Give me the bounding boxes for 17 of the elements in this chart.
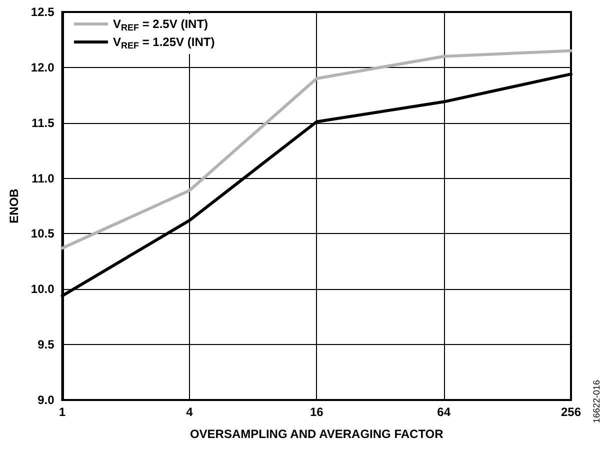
- x-tick-label: 1: [58, 405, 66, 419]
- y-tick-label: 11.5: [32, 116, 55, 130]
- text: 16622-016: [592, 380, 602, 423]
- x-tick-label: 4: [186, 405, 194, 419]
- line-series: [60, 49, 572, 250]
- y-tick-label: 12.0: [30, 60, 55, 74]
- x-axis-title: OVERSAMPLING AND AVERAGING FACTOR: [190, 427, 444, 441]
- y-tick-label: 9.5: [38, 338, 55, 352]
- x-tick-label: 16: [310, 405, 324, 419]
- y-tick-label: 11.0: [32, 171, 55, 186]
- y-tick-label: 10.0: [30, 282, 55, 296]
- x-tick-label: 64: [437, 405, 451, 419]
- y-tick-label: 12.5: [30, 5, 55, 19]
- x-tick-label: 256: [560, 405, 582, 419]
- y-axis-title: ENOB: [7, 188, 21, 224]
- y-tick-label: 10.5: [30, 226, 55, 241]
- y-tick-label: 9.0: [38, 393, 55, 407]
